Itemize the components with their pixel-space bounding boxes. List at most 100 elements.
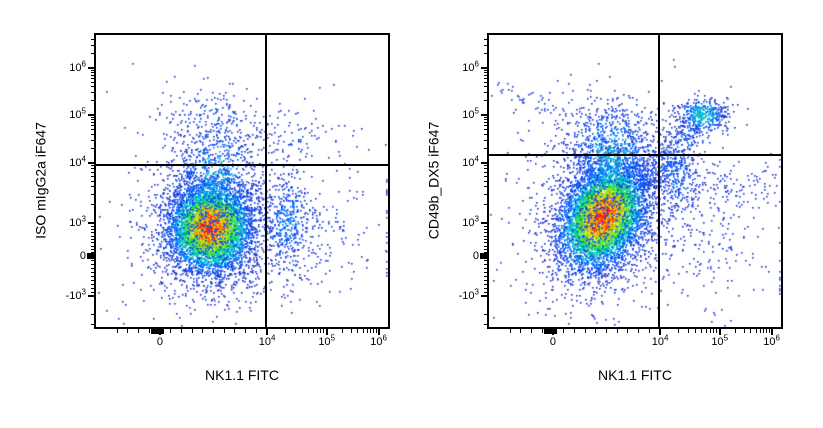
- quadrant-gate-vertical-left[interactable]: [264, 35, 268, 327]
- x-minor-tick: [180, 329, 182, 333]
- y-tick-label: -103: [65, 287, 86, 303]
- y-minor-tick: [483, 72, 487, 74]
- y-tick-label: 103: [69, 214, 86, 230]
- y-major-tick: [87, 66, 94, 69]
- y-minor-tick: [483, 100, 487, 102]
- x-minor-tick: [302, 329, 304, 333]
- x-minor-tick: [370, 329, 372, 333]
- y-minor-tick: [483, 45, 487, 47]
- y-tick-label: 0: [472, 250, 479, 263]
- x-minor-tick: [375, 329, 377, 333]
- x-minor-tick: [323, 329, 325, 333]
- y-minor-tick: [90, 168, 94, 170]
- y-minor-tick: [483, 92, 487, 94]
- y-minor-tick: [483, 39, 487, 41]
- x-zero-bold-tick: [543, 329, 557, 334]
- x-axis-title-right: NK1.1 FITC: [598, 367, 672, 383]
- x-minor-tick: [709, 329, 711, 333]
- x-tick-label: 106: [763, 333, 780, 348]
- y-minor-tick: [90, 139, 94, 141]
- x-minor-tick: [223, 329, 225, 333]
- x-major-tick: [718, 329, 721, 335]
- y-minor-tick: [90, 287, 94, 289]
- x-minor-tick: [138, 329, 139, 333]
- x-minor-tick: [616, 329, 618, 333]
- y-tick-label: 105: [462, 106, 479, 121]
- y-minor-tick: [483, 77, 487, 79]
- x-minor-tick: [766, 329, 768, 333]
- y-minor-tick: [90, 100, 94, 102]
- y-minor-tick: [483, 279, 487, 281]
- y-major-tick: [87, 295, 94, 298]
- x-minor-tick: [648, 329, 650, 333]
- y-minor-tick: [483, 69, 487, 71]
- x-zero-bold-tick: [150, 329, 164, 334]
- y-minor-tick: [90, 72, 94, 74]
- x-major-tick: [325, 329, 328, 335]
- x-minor-tick: [695, 329, 697, 333]
- y-minor-tick: [90, 242, 94, 244]
- y-major-tick: [87, 114, 94, 116]
- x-minor-tick: [531, 329, 532, 333]
- y-minor-tick: [483, 125, 487, 127]
- x-major-tick: [266, 329, 269, 335]
- y-minor-tick: [483, 263, 487, 265]
- y-minor-tick: [90, 175, 94, 177]
- y-minor-tick: [483, 239, 487, 241]
- x-tick-label: 104: [258, 333, 276, 348]
- y-minor-tick: [90, 186, 94, 188]
- quadrant-gate-vertical-right[interactable]: [657, 35, 661, 327]
- x-minor-tick: [763, 329, 765, 333]
- x-minor-tick: [202, 329, 204, 333]
- y-minor-tick: [90, 133, 94, 135]
- y-tick-label: 0: [79, 250, 86, 263]
- y-minor-tick: [90, 125, 94, 127]
- y-major-tick: [87, 222, 94, 225]
- x-minor-tick: [191, 329, 193, 333]
- y-minor-tick: [90, 171, 94, 173]
- x-minor-tick: [541, 329, 543, 333]
- y-tick-label: -103: [458, 287, 479, 303]
- quadrant-gate-horizontal-right[interactable]: [489, 153, 781, 157]
- y-major-tick: [480, 114, 487, 116]
- x-minor-tick: [213, 329, 215, 333]
- x-minor-tick: [627, 329, 629, 333]
- plot-area-left: [94, 33, 390, 329]
- y-minor-tick: [90, 235, 94, 237]
- y-minor-tick: [483, 175, 487, 177]
- x-tick-label: 104: [651, 333, 669, 348]
- y-minor-tick: [483, 324, 487, 326]
- y-minor-tick: [483, 180, 487, 182]
- y-minor-tick: [483, 81, 487, 83]
- y-minor-tick: [90, 279, 94, 281]
- y-minor-tick: [90, 128, 94, 130]
- x-tick-label: 106: [370, 333, 387, 348]
- y-minor-tick: [483, 86, 487, 88]
- x-tick-label: 0: [549, 336, 556, 348]
- y-minor-tick: [90, 313, 94, 315]
- y-minor-tick: [90, 232, 94, 234]
- y-zero-bold-tick: [479, 253, 487, 260]
- plot-area-right: [487, 33, 783, 329]
- y-minor-tick: [90, 263, 94, 265]
- y-minor-tick: [90, 74, 94, 76]
- x-minor-tick: [312, 329, 314, 333]
- y-minor-tick: [483, 74, 487, 76]
- x-minor-tick: [284, 329, 286, 333]
- x-minor-tick: [170, 329, 172, 333]
- y-minor-tick: [483, 275, 487, 277]
- y-minor-tick: [483, 204, 487, 206]
- y-minor-tick: [483, 291, 487, 293]
- y-minor-tick: [90, 204, 94, 206]
- quadrant-gate-horizontal-left[interactable]: [96, 163, 388, 167]
- x-major-tick: [770, 329, 773, 335]
- x-minor-tick: [245, 329, 247, 333]
- x-minor-tick: [688, 329, 690, 333]
- y-minor-tick: [90, 116, 94, 118]
- x-minor-tick: [357, 329, 359, 333]
- y-minor-tick: [90, 245, 94, 247]
- y-tick-label: 105: [69, 106, 86, 121]
- x-minor-tick: [701, 329, 703, 333]
- y-tick-label: 106: [69, 59, 86, 74]
